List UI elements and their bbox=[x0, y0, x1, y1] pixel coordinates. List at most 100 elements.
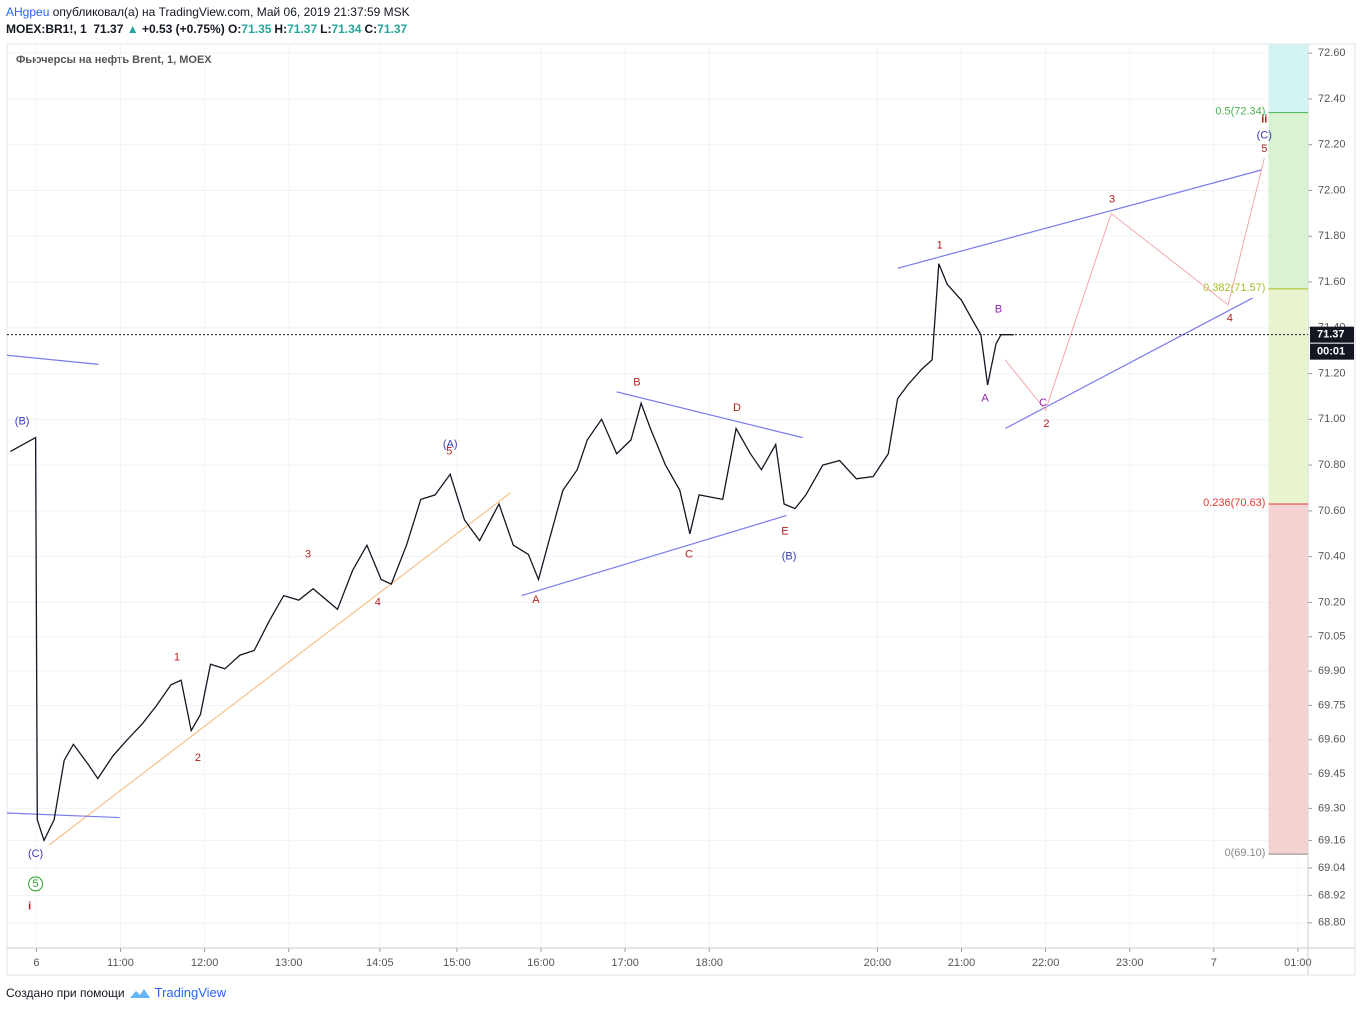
fib-label: 0.382(71.57) bbox=[1203, 282, 1265, 294]
x-tick-label: 13:00 bbox=[275, 957, 303, 969]
arrow: ▲ bbox=[126, 22, 139, 36]
ohlc: O:71.35 H:71.37 L:71.34 C:71.37 bbox=[228, 22, 410, 36]
countdown-label: 00:01 bbox=[1317, 346, 1345, 358]
y-tick-label: 71.20 bbox=[1318, 367, 1346, 379]
header: AHgpeu опубликовал(а) на TradingView.com… bbox=[6, 4, 410, 38]
wave-label: 1 bbox=[174, 651, 180, 663]
fib-zone bbox=[1268, 44, 1308, 113]
forecast-path bbox=[1004, 158, 1265, 412]
change: +0.53 (+0.75%) bbox=[141, 22, 225, 36]
y-tick-label: 69.16 bbox=[1318, 834, 1346, 846]
y-tick-label: 72.00 bbox=[1318, 184, 1346, 196]
x-tick-label: 14:05 bbox=[366, 957, 394, 969]
wave-label: 1 bbox=[937, 239, 943, 251]
wave-label: E bbox=[781, 525, 788, 537]
wave-label: A bbox=[981, 393, 989, 405]
x-tick-label: 01:00 bbox=[1284, 957, 1312, 969]
x-tick-label: 15:00 bbox=[443, 957, 471, 969]
y-tick-label: 70.05 bbox=[1318, 631, 1346, 643]
wave-circle bbox=[28, 876, 44, 892]
wave-label: 2 bbox=[195, 752, 201, 764]
wave-label: B bbox=[633, 377, 640, 389]
wave-label: 2 bbox=[1043, 418, 1049, 430]
price-tag bbox=[1310, 326, 1354, 343]
wave-label: 4 bbox=[1227, 313, 1233, 325]
ohlc-key: O: bbox=[228, 22, 242, 36]
wave-label: D bbox=[733, 402, 741, 414]
y-tick-label: 72.60 bbox=[1318, 47, 1346, 59]
y-tick-label: 69.45 bbox=[1318, 768, 1346, 780]
wave-label: i bbox=[28, 901, 31, 913]
fib-label: 0.236(70.63) bbox=[1203, 497, 1265, 509]
wave-label: C bbox=[685, 548, 693, 560]
fib-zone bbox=[1268, 112, 1308, 289]
y-tick-label: 68.80 bbox=[1318, 917, 1346, 929]
logo[interactable] bbox=[129, 986, 151, 1000]
x-tick-label: 23:00 bbox=[1116, 957, 1144, 969]
x-tick-label: 18:00 bbox=[695, 957, 723, 969]
brand[interactable]: TradingView bbox=[154, 985, 227, 1000]
author[interactable]: AHgpeu bbox=[6, 5, 50, 19]
ohlc-key: L: bbox=[320, 22, 332, 36]
publish-line: AHgpeu опубликовал(а) на TradingView.com… bbox=[6, 4, 410, 21]
trendline bbox=[48, 492, 512, 846]
wave-label: (C) bbox=[1257, 129, 1272, 141]
wave-label: (A) bbox=[443, 438, 458, 450]
y-tick-label: 71.80 bbox=[1318, 230, 1346, 242]
wave-label: A bbox=[532, 594, 540, 606]
wave-label: 3 bbox=[305, 548, 311, 560]
y-tick-label: 70.60 bbox=[1318, 505, 1346, 517]
wave-label: 5 bbox=[1261, 143, 1267, 155]
y-tick-label: 69.30 bbox=[1318, 802, 1346, 814]
last: 71.37 bbox=[93, 22, 124, 36]
y-tick-label: 69.75 bbox=[1318, 699, 1346, 711]
x-tick-label: 12:00 bbox=[191, 957, 219, 969]
x-tick-label: 6 bbox=[33, 957, 39, 969]
wave-label: (B) bbox=[782, 551, 797, 563]
wave-label: 3 bbox=[1109, 194, 1115, 206]
y-tick-label: 70.40 bbox=[1318, 551, 1346, 563]
footer-text: Создано при помощи bbox=[6, 985, 125, 1000]
trendline bbox=[897, 169, 1262, 269]
wave-label: (C) bbox=[28, 848, 43, 860]
fib-zone bbox=[1268, 288, 1308, 505]
y-tick-label: 72.40 bbox=[1318, 93, 1346, 105]
x-tick-label: 22:00 bbox=[1032, 957, 1060, 969]
x-tick-label: 7 bbox=[1211, 957, 1217, 969]
wave-label: 4 bbox=[375, 596, 381, 608]
x-tick-label: 11:00 bbox=[107, 957, 134, 969]
quote-line: MOEX:BR1!, 1 71.37 ▲ +0.53 (+0.75%) O:71… bbox=[6, 21, 410, 38]
trendline bbox=[521, 514, 787, 597]
y-tick-label: 70.20 bbox=[1318, 596, 1346, 608]
x-tick-label: 17:00 bbox=[611, 957, 639, 969]
ohlc-value: 71.37 bbox=[377, 22, 408, 36]
y-tick-label: 71.00 bbox=[1318, 413, 1346, 425]
y-tick-label: 69.60 bbox=[1318, 734, 1346, 746]
wave-label: C bbox=[1039, 397, 1047, 409]
countdown-tag bbox=[1310, 343, 1354, 360]
wave-label: ii bbox=[1261, 113, 1267, 125]
ohlc-value: 71.35 bbox=[241, 22, 272, 36]
trendline bbox=[616, 391, 803, 439]
y-tick-label: 69.04 bbox=[1318, 862, 1346, 874]
y-tick-label: 72.20 bbox=[1318, 139, 1346, 151]
y-tick-label: 70.80 bbox=[1318, 459, 1346, 471]
wave-label: 5 bbox=[446, 445, 452, 457]
y-tick-label: 68.92 bbox=[1318, 889, 1346, 901]
ohlc-value: 71.34 bbox=[331, 22, 362, 36]
trendline bbox=[6, 354, 99, 366]
y-tick-label: 71.60 bbox=[1318, 276, 1346, 288]
fib-label: 0(69.10) bbox=[1224, 847, 1265, 859]
footer: Создано при помощи TradingView bbox=[6, 985, 226, 1000]
y-tick-label: 69.90 bbox=[1318, 665, 1346, 677]
x-tick-label: 20:00 bbox=[864, 957, 892, 969]
trendline bbox=[6, 812, 120, 819]
symbol: MOEX:BR1!, 1 bbox=[6, 22, 87, 36]
chart-title: Фьючерсы на нефть Brent, 1, MOEX bbox=[16, 54, 212, 66]
wave-label: (B) bbox=[15, 416, 30, 428]
published: опубликовал(а) на TradingView.com, Май 0… bbox=[52, 5, 410, 19]
x-tick-label: 21:00 bbox=[948, 957, 976, 969]
ohlc-key: C: bbox=[364, 22, 378, 36]
chart: Фьючерсы на нефть Brent, 1, MOEX 72.6072… bbox=[6, 43, 1356, 976]
